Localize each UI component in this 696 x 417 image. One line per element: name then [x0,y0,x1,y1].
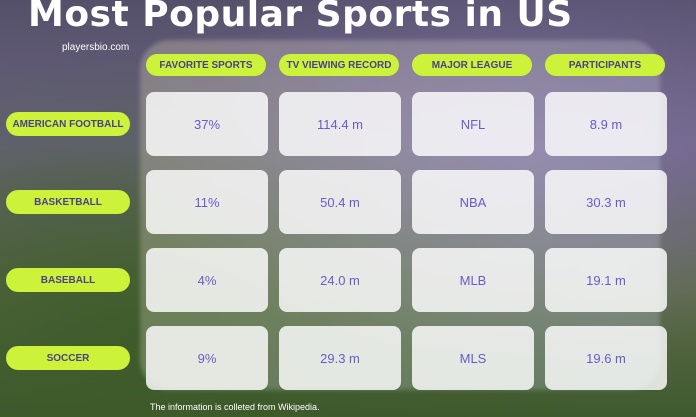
table-cell: 50.4 m [279,170,401,234]
column-header-tv-viewing-record: TV VIEWING RECORD [279,54,399,76]
source-footnote: The information is colleted from Wikiped… [150,402,320,412]
table-cell: 30.3 m [545,170,667,234]
site-credit: playersbio.com [62,42,130,53]
row-header-american-football: AMERICAN FOOTBALL [6,112,130,136]
table-cell: 4% [146,248,268,312]
page-title: Most Popular Sports in US [28,0,573,35]
table-cell: 24.0 m [279,248,401,312]
column-header-major-league: MAJOR LEAGUE [412,54,532,76]
table-cell: 9% [146,326,268,390]
table-cell: MLS [412,326,534,390]
column-header-participants: PARTICIPANTS [545,54,665,76]
table-cell: MLB [412,248,534,312]
table-cell: 37% [146,92,268,156]
table-cell: NBA [412,170,534,234]
table-cell: 19.6 m [545,326,667,390]
row-header-basketball: BASKETBALL [6,190,130,214]
table-cell: 11% [146,170,268,234]
table-cell: 114.4 m [279,92,401,156]
table-cell: 29.3 m [279,326,401,390]
table-cell: NFL [412,92,534,156]
table-cell: 19.1 m [545,248,667,312]
column-header-favorite-sports: FAVORITE SPORTS [146,54,266,76]
row-header-baseball: BASEBALL [6,268,130,292]
row-header-soccer: SOCCER [6,346,130,370]
table-cell: 8.9 m [545,92,667,156]
